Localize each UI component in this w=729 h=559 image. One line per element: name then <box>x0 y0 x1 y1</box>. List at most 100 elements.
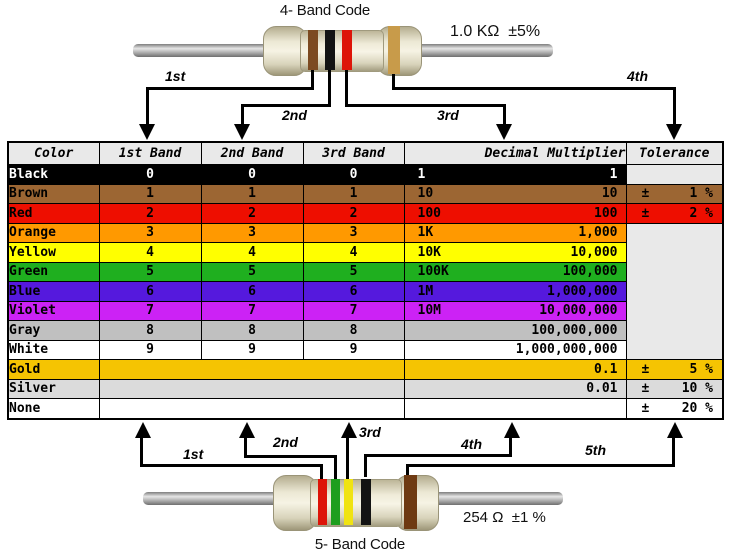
pointer-line <box>244 455 337 458</box>
band-digit: 4 <box>98 242 202 263</box>
header-decimal-multiplier: Decimal Multiplier <box>403 141 627 165</box>
tolerance-value: 20 % <box>681 401 713 417</box>
pointer-label-4th-top: 4th <box>627 68 648 84</box>
band-brown-5th <box>404 475 417 529</box>
band-digit: 1 <box>98 183 202 205</box>
multiplier-full: 10,000 <box>570 244 618 260</box>
band-digit: 3 <box>200 222 304 244</box>
tolerance-value: 1 % <box>689 186 713 202</box>
multiplier-short: 10K <box>417 244 441 260</box>
band-digit: 6 <box>98 281 202 302</box>
multiplier-cell: 1K 1,000 <box>403 222 627 244</box>
band-digit: 0 <box>98 164 202 185</box>
four-band-value-label: 1.0 KΩ ±5% <box>450 23 541 40</box>
band-gold-4th <box>388 26 400 74</box>
five-band-value-label: 254 Ω ±1 % <box>463 509 546 526</box>
multiplier-full: 1,000 <box>578 225 618 241</box>
color-name: Red <box>7 203 100 224</box>
band-digit: 1 <box>302 183 405 205</box>
band-digit: 2 <box>98 203 202 224</box>
color-name: Yellow <box>7 242 100 263</box>
band-red-1st <box>318 479 327 525</box>
tolerance-cell-empty <box>625 164 724 185</box>
color-name: None <box>7 398 100 420</box>
band-digit: 0 <box>200 164 304 185</box>
arrowhead-down-4th <box>666 124 682 140</box>
pointer-label-1st-top: 1st <box>165 68 186 84</box>
band-digit: 5 <box>98 261 202 283</box>
pointer-line <box>241 104 331 107</box>
header-1st-band: 1st Band <box>98 141 202 165</box>
table-row-none: None ±20 % <box>7 398 724 420</box>
tolerance-cell: ±2 % <box>625 203 724 224</box>
pointer-label-5th-bottom: 5th <box>585 442 606 458</box>
table-row-red: Red 2 2 2 100 100 ±2 % <box>7 203 724 224</box>
band-digit: 9 <box>302 339 405 361</box>
color-name: Green <box>7 261 100 283</box>
color-name: Violet <box>7 300 100 322</box>
pointer-line <box>244 437 247 458</box>
tolerance-cell: ±20 % <box>625 398 724 420</box>
pointer-line <box>345 70 348 107</box>
multiplier-cell: 1M 1,000,000 <box>403 281 627 302</box>
resistor-cap-right-bottom <box>395 475 439 531</box>
arrowhead-up-1st <box>135 422 151 438</box>
multiplier-full: 100,000,000 <box>531 322 618 338</box>
pointer-line <box>406 464 409 478</box>
band-digit: 4 <box>302 242 405 263</box>
plus-minus-sign: ± <box>641 186 650 202</box>
arrowhead-up-5th <box>667 422 683 438</box>
arrowhead-down-3rd <box>496 124 512 140</box>
table-row-gold: Gold 0.1 ±5 % <box>7 359 724 380</box>
header-3rd-band: 3rd Band <box>302 141 405 165</box>
pointer-line <box>346 437 349 479</box>
color-name: Orange <box>7 222 100 244</box>
band-brown-1st <box>308 30 318 70</box>
multiplier-full: 1 <box>609 166 618 182</box>
pointer-line <box>140 437 143 467</box>
band-red-3rd <box>342 30 352 70</box>
multiplier-cell: 0.1 <box>403 359 627 380</box>
multiplier-full: 100,000 <box>562 264 618 280</box>
band-digit: 9 <box>98 339 202 361</box>
band-digit: 5 <box>200 261 304 283</box>
band-digit: 4 <box>200 242 304 263</box>
table-row-silver: Silver 0.01 ±10 % <box>7 378 724 400</box>
color-name: Gray <box>7 320 100 341</box>
table-row-yellow: Yellow 4 4 4 10K 10,000 <box>7 242 723 263</box>
multiplier-short: 10M <box>417 303 441 319</box>
table-row-violet: Violet 7 7 7 10M 10,000,000 <box>7 300 723 322</box>
pointer-label-2nd-bottom: 2nd <box>273 434 298 450</box>
pointer-line <box>503 104 506 125</box>
pointer-label-1st-bottom: 1st <box>183 446 204 462</box>
pointer-label-4th-bottom: 4th <box>461 436 482 452</box>
pointer-label-3rd-top: 3rd <box>437 107 459 123</box>
pointer-line <box>364 454 512 457</box>
band-digit: 7 <box>302 300 405 322</box>
tolerance-value: 5 % <box>689 361 713 377</box>
header-color: Color <box>7 141 100 165</box>
band-digit: 2 <box>302 203 405 224</box>
arrowhead-up-3rd <box>341 422 357 438</box>
plus-minus-sign: ± <box>641 381 650 397</box>
band-digit: 3 <box>98 222 202 244</box>
band-green-2nd <box>331 479 340 525</box>
table-row-brown: Brown 1 1 1 10 10 ±1 % <box>7 183 724 205</box>
color-name: White <box>7 339 100 361</box>
plus-minus-sign: ± <box>641 205 650 221</box>
table-row-gray: Gray 8 8 8 100,000,000 <box>7 320 723 341</box>
band-digit: 8 <box>200 320 304 341</box>
multiplier-cell: 10 10 <box>403 183 627 205</box>
multiplier-short: 1K <box>417 225 434 241</box>
arrowhead-up-2nd <box>239 422 255 438</box>
four-band-title: 4- Band Code <box>279 2 371 19</box>
tolerance-cell: ±5 % <box>625 359 724 380</box>
tolerance-cell: ±10 % <box>625 378 724 400</box>
arrowhead-up-4th <box>504 422 520 438</box>
pointer-line <box>334 455 337 479</box>
multiplier-full: 100 <box>594 205 618 221</box>
color-name: Blue <box>7 281 100 302</box>
pointer-label-2nd-top: 2nd <box>282 107 307 123</box>
